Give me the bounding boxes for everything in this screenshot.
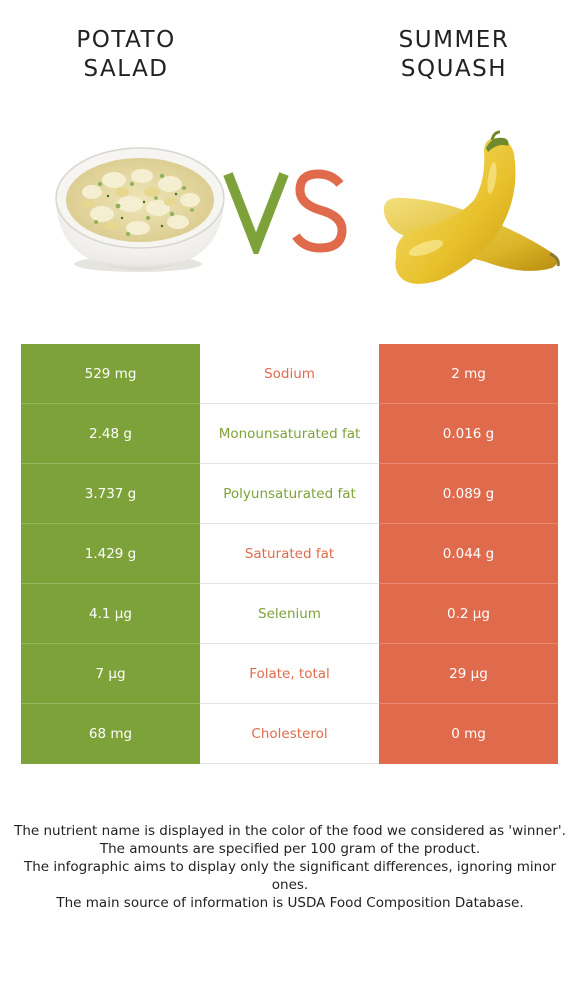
footer-line-winner-note: The nutrient name is displayed in the co… [14, 823, 566, 839]
potato-salad-value: 2.48 g [21, 404, 200, 464]
summer-squash-value: 0.2 µg [379, 584, 558, 644]
potato-salad-value: 7 µg [21, 644, 200, 704]
table-row: 2.48 g Monounsaturated fat 0.016 g [21, 404, 558, 464]
footer-notes: The nutrient name is displayed in the co… [14, 822, 566, 912]
nutrient-name: Saturated fat [200, 524, 379, 584]
nutrient-name: Polyunsaturated fat [200, 464, 379, 524]
footer-line-source-note: The main source of information is USDA F… [56, 895, 524, 911]
table-row: 4.1 µg Selenium 0.2 µg [21, 584, 558, 644]
table-row: 3.737 g Polyunsaturated fat 0.089 g [21, 464, 558, 524]
footer-line-amounts-note: The amounts are specified per 100 gram o… [99, 841, 481, 857]
summer-squash-value: 0.016 g [379, 404, 558, 464]
summer-squash-value: 29 µg [379, 644, 558, 704]
summer-squash-value: 0.089 g [379, 464, 558, 524]
nutrient-name: Selenium [200, 584, 379, 644]
potato-salad-value: 1.429 g [21, 524, 200, 584]
potato-salad-image [55, 147, 225, 272]
footer-line-differences-note: The infographic aims to display only the… [23, 859, 557, 893]
food-left-title: POTATO SALAD [76, 27, 176, 82]
potato-salad-value: 68 mg [21, 704, 200, 764]
comparison-table: 529 mg Sodium 2 mg 2.48 g Monounsaturated fa… [21, 344, 558, 764]
potato-salad-value: 529 mg [21, 344, 200, 404]
summer-squash-image [383, 130, 560, 284]
summer-squash-value: 2 mg [379, 344, 558, 404]
food-right-title: SUMMER SQUASH [398, 27, 510, 82]
table-row: 68 mg Cholesterol 0 mg [21, 704, 558, 764]
nutrient-name: Monounsaturated fat [200, 404, 379, 464]
nutrient-name: Sodium [200, 344, 379, 404]
potato-salad-value: 3.737 g [21, 464, 200, 524]
vs-mark [223, 169, 347, 254]
table-row: 1.429 g Saturated fat 0.044 g [21, 524, 558, 584]
table-row: 529 mg Sodium 2 mg [21, 344, 558, 404]
table-row: 7 µg Folate, total 29 µg [21, 644, 558, 704]
summer-squash-value: 0 mg [379, 704, 558, 764]
nutrient-name: Folate, total [200, 644, 379, 704]
summer-squash-value: 0.044 g [379, 524, 558, 584]
potato-salad-value: 4.1 µg [21, 584, 200, 644]
nutrient-name: Cholesterol [200, 704, 379, 764]
